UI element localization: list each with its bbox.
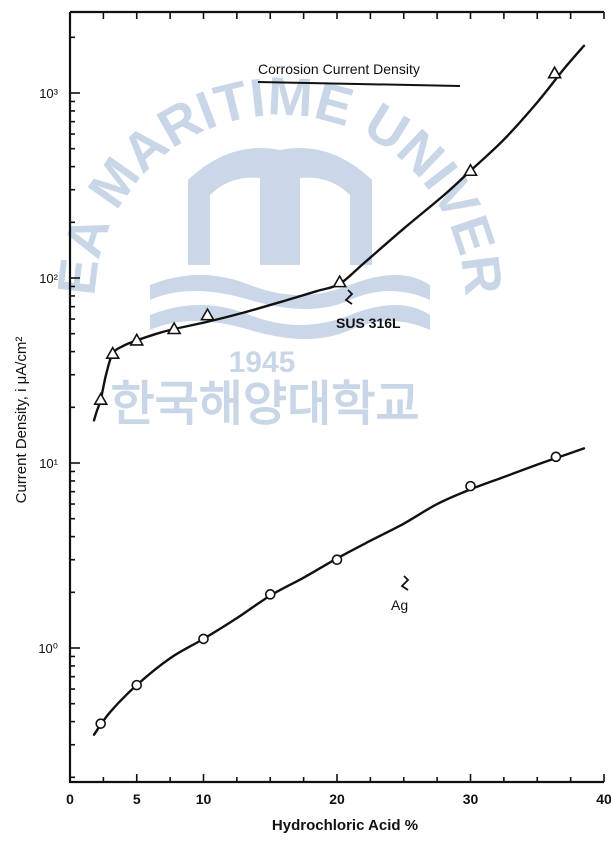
ag-label: Ag [391,597,408,613]
y-axis-ticks: 10⁰ 10¹ 10² 10³ [38,36,80,779]
series-curve [92,44,586,422]
ag-leader [400,575,410,591]
university-watermark: KOREA MARITIME UNIVERSITY 1945 한국해양대학교 [0,0,514,431]
watermark-korean-text: 한국해양대학교 [110,378,419,431]
data-point-circle [198,633,209,645]
data-point-triangle [332,274,348,288]
y-tick-label: 10² [39,271,58,286]
data-point-triangle [200,307,215,321]
x-tick-label: 40 [596,791,611,807]
x-tick-label: 20 [329,791,345,807]
x-tick-label: 5 [133,791,141,807]
x-axis-title: Hydrochloric Acid % [272,817,418,834]
data-point-circle [465,480,476,492]
series-curve [92,447,586,736]
legend-title: Corrosion Current Density [258,61,420,77]
sus-316l-leader [344,289,354,305]
y-tick-label: 10¹ [39,456,58,471]
data-point-triangle [93,392,109,405]
data-point-triangle [463,163,478,177]
series-layer [92,44,586,736]
y-tick-label: 10⁰ [38,641,58,656]
x-tick-label: 10 [196,791,212,807]
series-ag [92,447,586,736]
x-tick-label: 30 [463,791,479,807]
legend-line-sample [257,81,461,87]
data-point-triangle [547,65,562,79]
series-sus-316l [92,44,586,422]
sus-316l-label: SUS 316L [336,315,401,331]
annotations: SUS 316L Ag [336,289,410,613]
legend: Corrosion Current Density [257,61,461,87]
data-point-circle [331,554,343,566]
y-axis-title: Current Density, i μA/cm² [13,337,30,504]
data-point-triangle [166,321,182,335]
data-point-triangle [105,346,121,359]
data-point-circle [95,718,107,729]
data-point-triangle [129,332,145,346]
watermark-year: 1945 [229,346,296,379]
data-point-circle [550,451,562,463]
data-point-circle [131,679,143,691]
x-tick-label: 0 [66,791,74,807]
y-tick-label: 10³ [39,86,58,101]
data-point-circle [264,589,276,600]
x-axis-ticks: 0 5 10 20 30 40 [66,774,611,807]
watermark-waves [150,275,430,339]
watermark-emblem [188,148,372,265]
